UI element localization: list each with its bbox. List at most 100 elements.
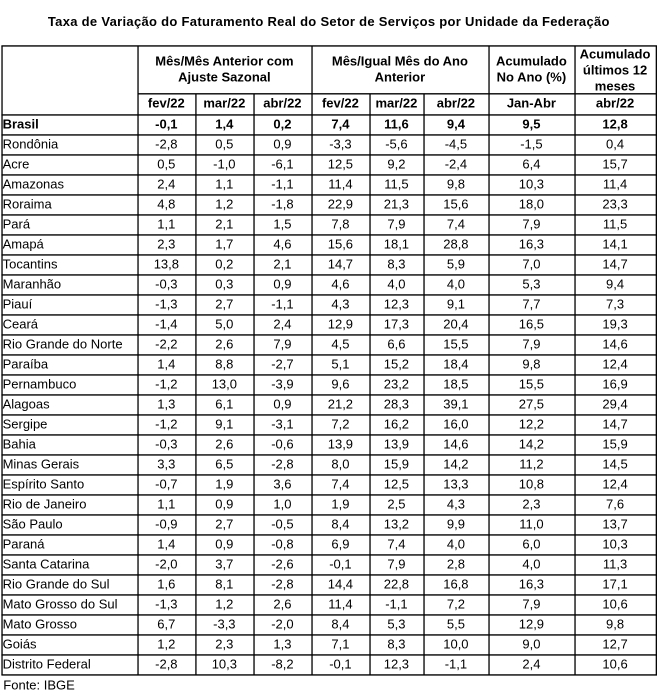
- svg-text:mar/22: mar/22: [375, 96, 417, 111]
- svg-text:0,2: 0,2: [215, 257, 233, 272]
- svg-text:1,9: 1,9: [215, 477, 233, 492]
- svg-text:Amazonas: Amazonas: [3, 177, 65, 192]
- svg-text:-2,7: -2,7: [271, 357, 293, 372]
- svg-text:1,3: 1,3: [273, 637, 291, 652]
- svg-text:fev/22: fev/22: [148, 96, 185, 111]
- svg-text:Santa Catarina: Santa Catarina: [3, 557, 90, 572]
- svg-text:Piauí: Piauí: [3, 297, 33, 312]
- svg-text:-6,1: -6,1: [271, 157, 293, 172]
- svg-text:2,6: 2,6: [273, 597, 291, 612]
- svg-text:-1,2: -1,2: [155, 377, 177, 392]
- svg-text:13,0: 13,0: [212, 377, 237, 392]
- svg-text:Goiás: Goiás: [3, 637, 37, 652]
- svg-text:11,4: 11,4: [328, 597, 352, 612]
- svg-text:6,9: 6,9: [331, 537, 349, 552]
- svg-text:Pernambuco: Pernambuco: [3, 377, 77, 392]
- svg-text:16,3: 16,3: [519, 237, 544, 252]
- svg-text:-1,1: -1,1: [271, 297, 293, 312]
- svg-text:-0,7: -0,7: [155, 477, 177, 492]
- svg-text:7,9: 7,9: [387, 557, 405, 572]
- svg-text:-1,3: -1,3: [155, 597, 177, 612]
- svg-text:7,1: 7,1: [331, 637, 349, 652]
- svg-text:15,5: 15,5: [443, 337, 468, 352]
- svg-text:0,5: 0,5: [215, 137, 233, 152]
- svg-text:-1,2: -1,2: [155, 417, 177, 432]
- svg-text:14,6: 14,6: [443, 437, 468, 452]
- svg-text:7,9: 7,9: [522, 337, 540, 352]
- svg-text:2,7: 2,7: [215, 297, 233, 312]
- svg-text:0,5: 0,5: [157, 157, 175, 172]
- svg-text:0,9: 0,9: [273, 397, 291, 412]
- svg-text:1,2: 1,2: [157, 637, 175, 652]
- svg-text:0,4: 0,4: [606, 137, 624, 152]
- svg-text:6,0: 6,0: [522, 537, 540, 552]
- svg-text:1,7: 1,7: [215, 237, 233, 252]
- svg-text:15,7: 15,7: [602, 157, 627, 172]
- svg-text:-2,6: -2,6: [271, 557, 293, 572]
- svg-text:4,6: 4,6: [331, 277, 349, 292]
- svg-text:13,9: 13,9: [384, 437, 409, 452]
- svg-text:14,6: 14,6: [602, 337, 627, 352]
- svg-text:22,9: 22,9: [328, 197, 353, 212]
- svg-text:-1,1: -1,1: [271, 177, 293, 192]
- svg-text:5,5: 5,5: [447, 617, 465, 632]
- svg-text:0,9: 0,9: [215, 497, 233, 512]
- svg-text:2,3: 2,3: [157, 237, 175, 252]
- svg-text:12,9: 12,9: [328, 317, 353, 332]
- svg-text:0,9: 0,9: [273, 137, 291, 152]
- svg-text:12,7: 12,7: [602, 637, 627, 652]
- svg-text:9,8: 9,8: [522, 357, 540, 372]
- svg-text:16,8: 16,8: [443, 577, 468, 592]
- svg-text:10,3: 10,3: [212, 657, 237, 672]
- svg-text:10,3: 10,3: [519, 177, 544, 192]
- svg-text:0,9: 0,9: [273, 277, 291, 292]
- svg-text:20,4: 20,4: [443, 317, 468, 332]
- svg-text:8,4: 8,4: [331, 517, 349, 532]
- svg-text:Acumulado: Acumulado: [496, 54, 567, 69]
- svg-text:Mês/Igual Mês do Ano: Mês/Igual Mês do Ano: [332, 54, 468, 69]
- svg-text:13,7: 13,7: [602, 517, 627, 532]
- svg-text:Rio de Janeiro: Rio de Janeiro: [3, 497, 87, 512]
- svg-text:4,0: 4,0: [447, 537, 465, 552]
- svg-text:9,4: 9,4: [447, 117, 466, 132]
- svg-text:abr/22: abr/22: [596, 96, 634, 111]
- svg-text:3,7: 3,7: [215, 557, 233, 572]
- svg-text:12,5: 12,5: [384, 477, 409, 492]
- svg-text:Paraíba: Paraíba: [3, 357, 49, 372]
- svg-text:3,6: 3,6: [273, 477, 291, 492]
- svg-text:0,2: 0,2: [273, 117, 291, 132]
- svg-text:-0,6: -0,6: [271, 437, 293, 452]
- svg-text:-2,8: -2,8: [271, 577, 293, 592]
- svg-text:14,4: 14,4: [328, 577, 353, 592]
- svg-text:1,2: 1,2: [215, 197, 233, 212]
- svg-text:10,0: 10,0: [443, 637, 468, 652]
- svg-text:10,3: 10,3: [602, 537, 627, 552]
- svg-text:-0,1: -0,1: [155, 117, 177, 132]
- svg-text:8,3: 8,3: [387, 257, 405, 272]
- svg-text:Fonte: IBGE: Fonte: IBGE: [3, 678, 75, 693]
- svg-text:15,6: 15,6: [443, 197, 468, 212]
- svg-text:7,9: 7,9: [273, 337, 291, 352]
- svg-text:No Ano (%): No Ano (%): [497, 70, 567, 85]
- svg-text:Bahia: Bahia: [3, 437, 37, 452]
- svg-text:-1,8: -1,8: [271, 197, 293, 212]
- svg-text:Pará: Pará: [3, 217, 31, 232]
- svg-text:Rondônia: Rondônia: [3, 137, 59, 152]
- svg-text:2,6: 2,6: [215, 337, 233, 352]
- svg-text:8,3: 8,3: [387, 637, 405, 652]
- svg-text:-0,3: -0,3: [155, 277, 177, 292]
- svg-text:-2,0: -2,0: [271, 617, 293, 632]
- svg-text:9,1: 9,1: [447, 297, 465, 312]
- svg-text:11,5: 11,5: [384, 177, 408, 192]
- svg-text:18,4: 18,4: [443, 357, 468, 372]
- svg-text:Tocantins: Tocantins: [3, 257, 58, 272]
- svg-text:meses: meses: [595, 78, 635, 93]
- svg-text:4,3: 4,3: [447, 497, 465, 512]
- svg-text:Anterior: Anterior: [375, 70, 426, 85]
- svg-text:1,0: 1,0: [273, 497, 291, 512]
- svg-text:Jan-Abr: Jan-Abr: [507, 96, 556, 111]
- svg-text:8,4: 8,4: [331, 617, 349, 632]
- svg-text:2,4: 2,4: [273, 317, 291, 332]
- svg-text:29,4: 29,4: [602, 397, 627, 412]
- svg-text:12,4: 12,4: [602, 357, 627, 372]
